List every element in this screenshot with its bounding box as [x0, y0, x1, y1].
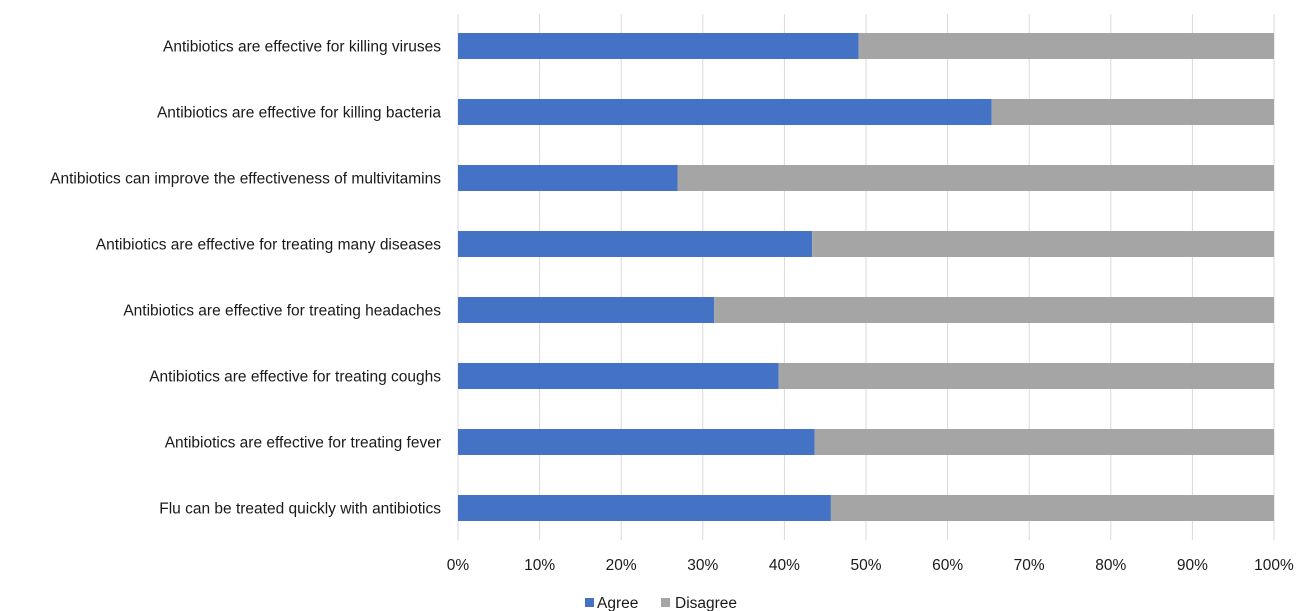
- bar-agree-5: [458, 297, 715, 323]
- legend-label-agree: Agree: [597, 595, 638, 611]
- category-label: Antibiotics can improve the effectivenes…: [50, 171, 441, 188]
- bar-disagree-5: [714, 297, 1274, 323]
- legend-label-disagree: Disagree: [675, 595, 737, 611]
- bar-agree-8: [458, 495, 831, 521]
- x-tick-label: 80%: [1095, 557, 1126, 574]
- category-label: Antibiotics are effective for treating c…: [149, 369, 441, 386]
- category-labels: Antibiotics are effective for killing vi…: [50, 39, 441, 518]
- x-tick-label: 30%: [687, 557, 718, 574]
- x-tick-label: 0%: [447, 557, 470, 574]
- x-tick-label: 100%: [1254, 557, 1294, 574]
- bar-agree-2: [458, 99, 992, 125]
- bar-agree-3: [458, 165, 678, 191]
- bar-disagree-8: [830, 495, 1274, 521]
- x-axis-tick-labels: 0% 10% 20% 30% 40% 50% 60% 70% 80% 90% 100%: [447, 557, 1294, 574]
- bar-agree-6: [458, 363, 779, 389]
- x-tick-label: 60%: [932, 557, 963, 574]
- x-tick-label: 10%: [524, 557, 555, 574]
- bar-disagree-2: [991, 99, 1274, 125]
- x-tick-label: 90%: [1177, 557, 1208, 574]
- bar-agree-1: [458, 33, 859, 59]
- bar-agree-4: [458, 231, 813, 257]
- category-label: Antibiotics are effective for treating m…: [96, 237, 441, 254]
- legend-swatch-agree: [585, 598, 594, 607]
- bar-disagree-1: [858, 33, 1274, 59]
- x-tick-label: 50%: [850, 557, 881, 574]
- bar-disagree-3: [677, 165, 1274, 191]
- gridlines: [457, 14, 1275, 540]
- category-label: Antibiotics are effective for killing vi…: [163, 39, 441, 56]
- x-tick-label: 20%: [606, 557, 637, 574]
- legend-swatch-disagree: [661, 598, 670, 607]
- x-tick-label: 40%: [769, 557, 800, 574]
- category-label: Flu can be treated quickly with antibiot…: [159, 501, 441, 518]
- bar-disagree-7: [814, 429, 1274, 455]
- bar-disagree-6: [778, 363, 1274, 389]
- category-label: Antibiotics are effective for killing ba…: [157, 105, 441, 122]
- x-tick-label: 70%: [1014, 557, 1045, 574]
- bar-agree-7: [458, 429, 815, 455]
- bars: [458, 33, 1274, 521]
- category-label: Antibiotics are effective for treating f…: [165, 435, 441, 452]
- category-label: Antibiotics are effective for treating h…: [123, 303, 441, 320]
- bar-disagree-4: [812, 231, 1274, 257]
- legend: Agree Disagree: [585, 595, 737, 611]
